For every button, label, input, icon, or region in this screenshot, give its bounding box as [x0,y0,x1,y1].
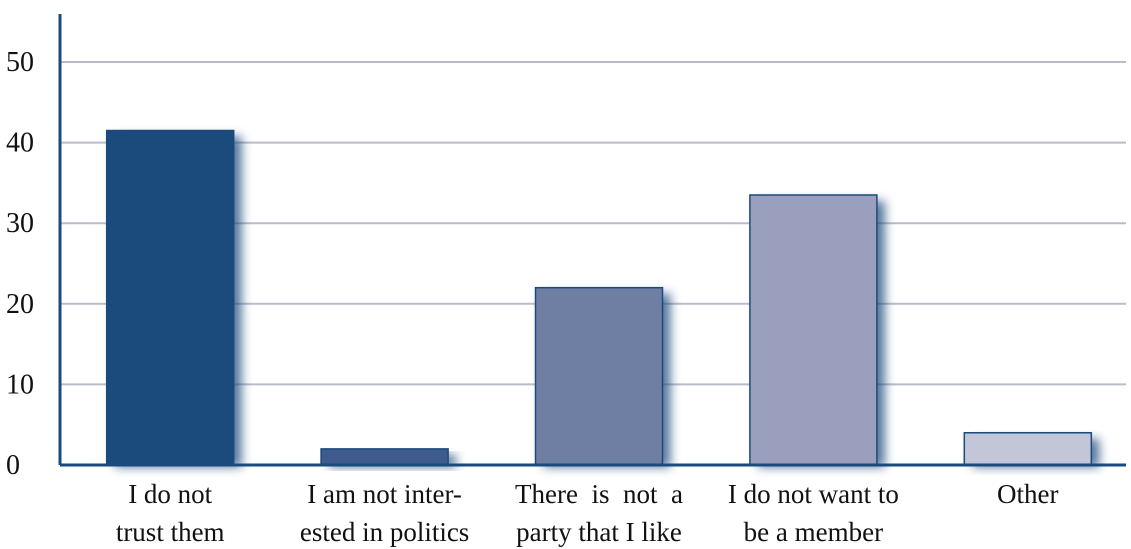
y-tick-label: 0 [6,450,20,481]
y-axis-ticks: 0 10 20 30 40 50 [6,47,34,481]
y-tick-label: 20 [6,289,34,320]
x-category-label-line: trust them [116,517,225,547]
y-tick-label: 10 [6,369,34,400]
x-axis-labels: I do not trust them I am not inter-ested i… [116,479,1059,547]
x-category-label: I do not want to be a member [728,479,899,547]
x-category-label-line: be a member [744,517,883,547]
x-category-label-line: There is not a [515,479,683,509]
y-tick-label: 30 [6,208,34,239]
x-category-label-line: Other [997,479,1058,509]
y-tick-label: 40 [6,128,34,159]
x-category-label-line: ested in politics [300,517,469,547]
x-category-label: I do not trust them [116,479,225,547]
x-category-label: Other [997,479,1058,509]
x-category-label-line: party that I like [516,517,682,547]
bar-5 [963,432,1093,466]
bars [105,129,1100,468]
bar-2 [320,448,449,466]
bar-3 [534,286,664,466]
bar-4 [749,194,878,466]
x-category-label: There is not a party that I like [515,479,683,547]
x-category-label: I am not inter-ested in politics [300,479,469,547]
x-category-label-line: I do not want to [728,479,899,509]
y-tick-label: 50 [6,47,34,78]
x-category-label-line: I am not inter- [307,479,462,509]
bar-1 [105,129,235,466]
x-category-label-line: I do not [128,479,212,509]
